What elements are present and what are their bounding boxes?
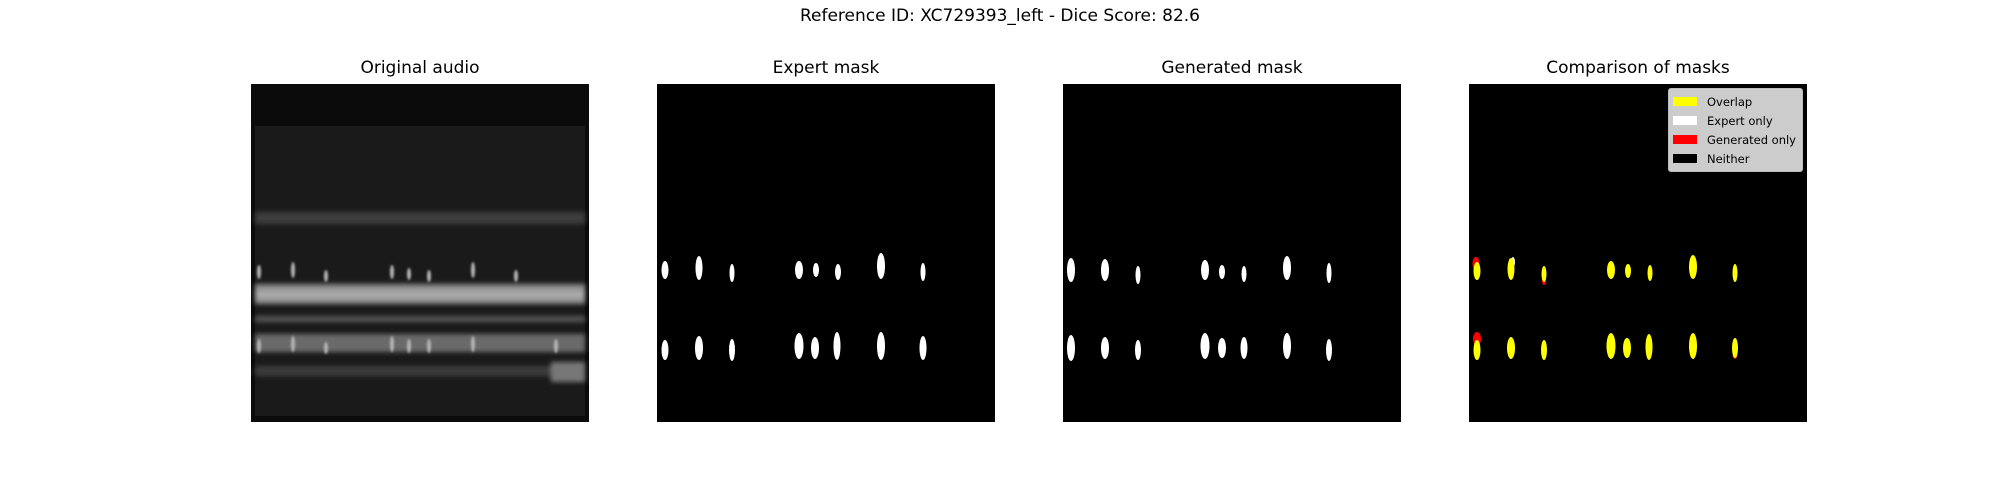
legend-swatch-neither: [1673, 154, 1697, 163]
expert-mask-graphic: [661, 253, 927, 361]
legend-swatch-generated-only: [1673, 135, 1697, 144]
legend-item-neither: Neither: [1673, 149, 1796, 168]
legend-label-expert-only: Expert only: [1707, 113, 1773, 128]
panel-title-expert-mask: Expert mask: [772, 58, 880, 78]
generated-mask-graphic: [1067, 256, 1332, 361]
generated-mask-image: [1063, 84, 1401, 422]
legend-label-neither: Neither: [1707, 151, 1750, 166]
comparison-mask-image: Overlap Expert only Generated only Neith…: [1469, 84, 1807, 422]
panel-title-comparison: Comparison of masks: [1546, 58, 1730, 78]
legend-label-generated-only: Generated only: [1707, 132, 1796, 147]
figure-title: Reference ID: XC729393_left - Dice Score…: [799, 6, 1200, 26]
expert-mask-image: [657, 84, 995, 422]
spectrogram-original-audio: [251, 84, 589, 422]
legend-item-expert-only: Expert only: [1673, 111, 1796, 130]
comparison-mask-graphic: [1472, 255, 1738, 360]
legend-item-generated-only: Generated only: [1673, 130, 1796, 149]
spectrogram-graphic: [251, 84, 589, 422]
panel-title-generated-mask: Generated mask: [1161, 58, 1303, 78]
legend-swatch-expert-only: [1673, 116, 1697, 125]
legend-label-overlap: Overlap: [1707, 94, 1753, 109]
panel-title-original-audio: Original audio: [360, 58, 480, 78]
legend-item-overlap: Overlap: [1673, 92, 1796, 111]
comparison-legend: Overlap Expert only Generated only Neith…: [1668, 88, 1803, 172]
legend-swatch-overlap: [1673, 97, 1697, 106]
